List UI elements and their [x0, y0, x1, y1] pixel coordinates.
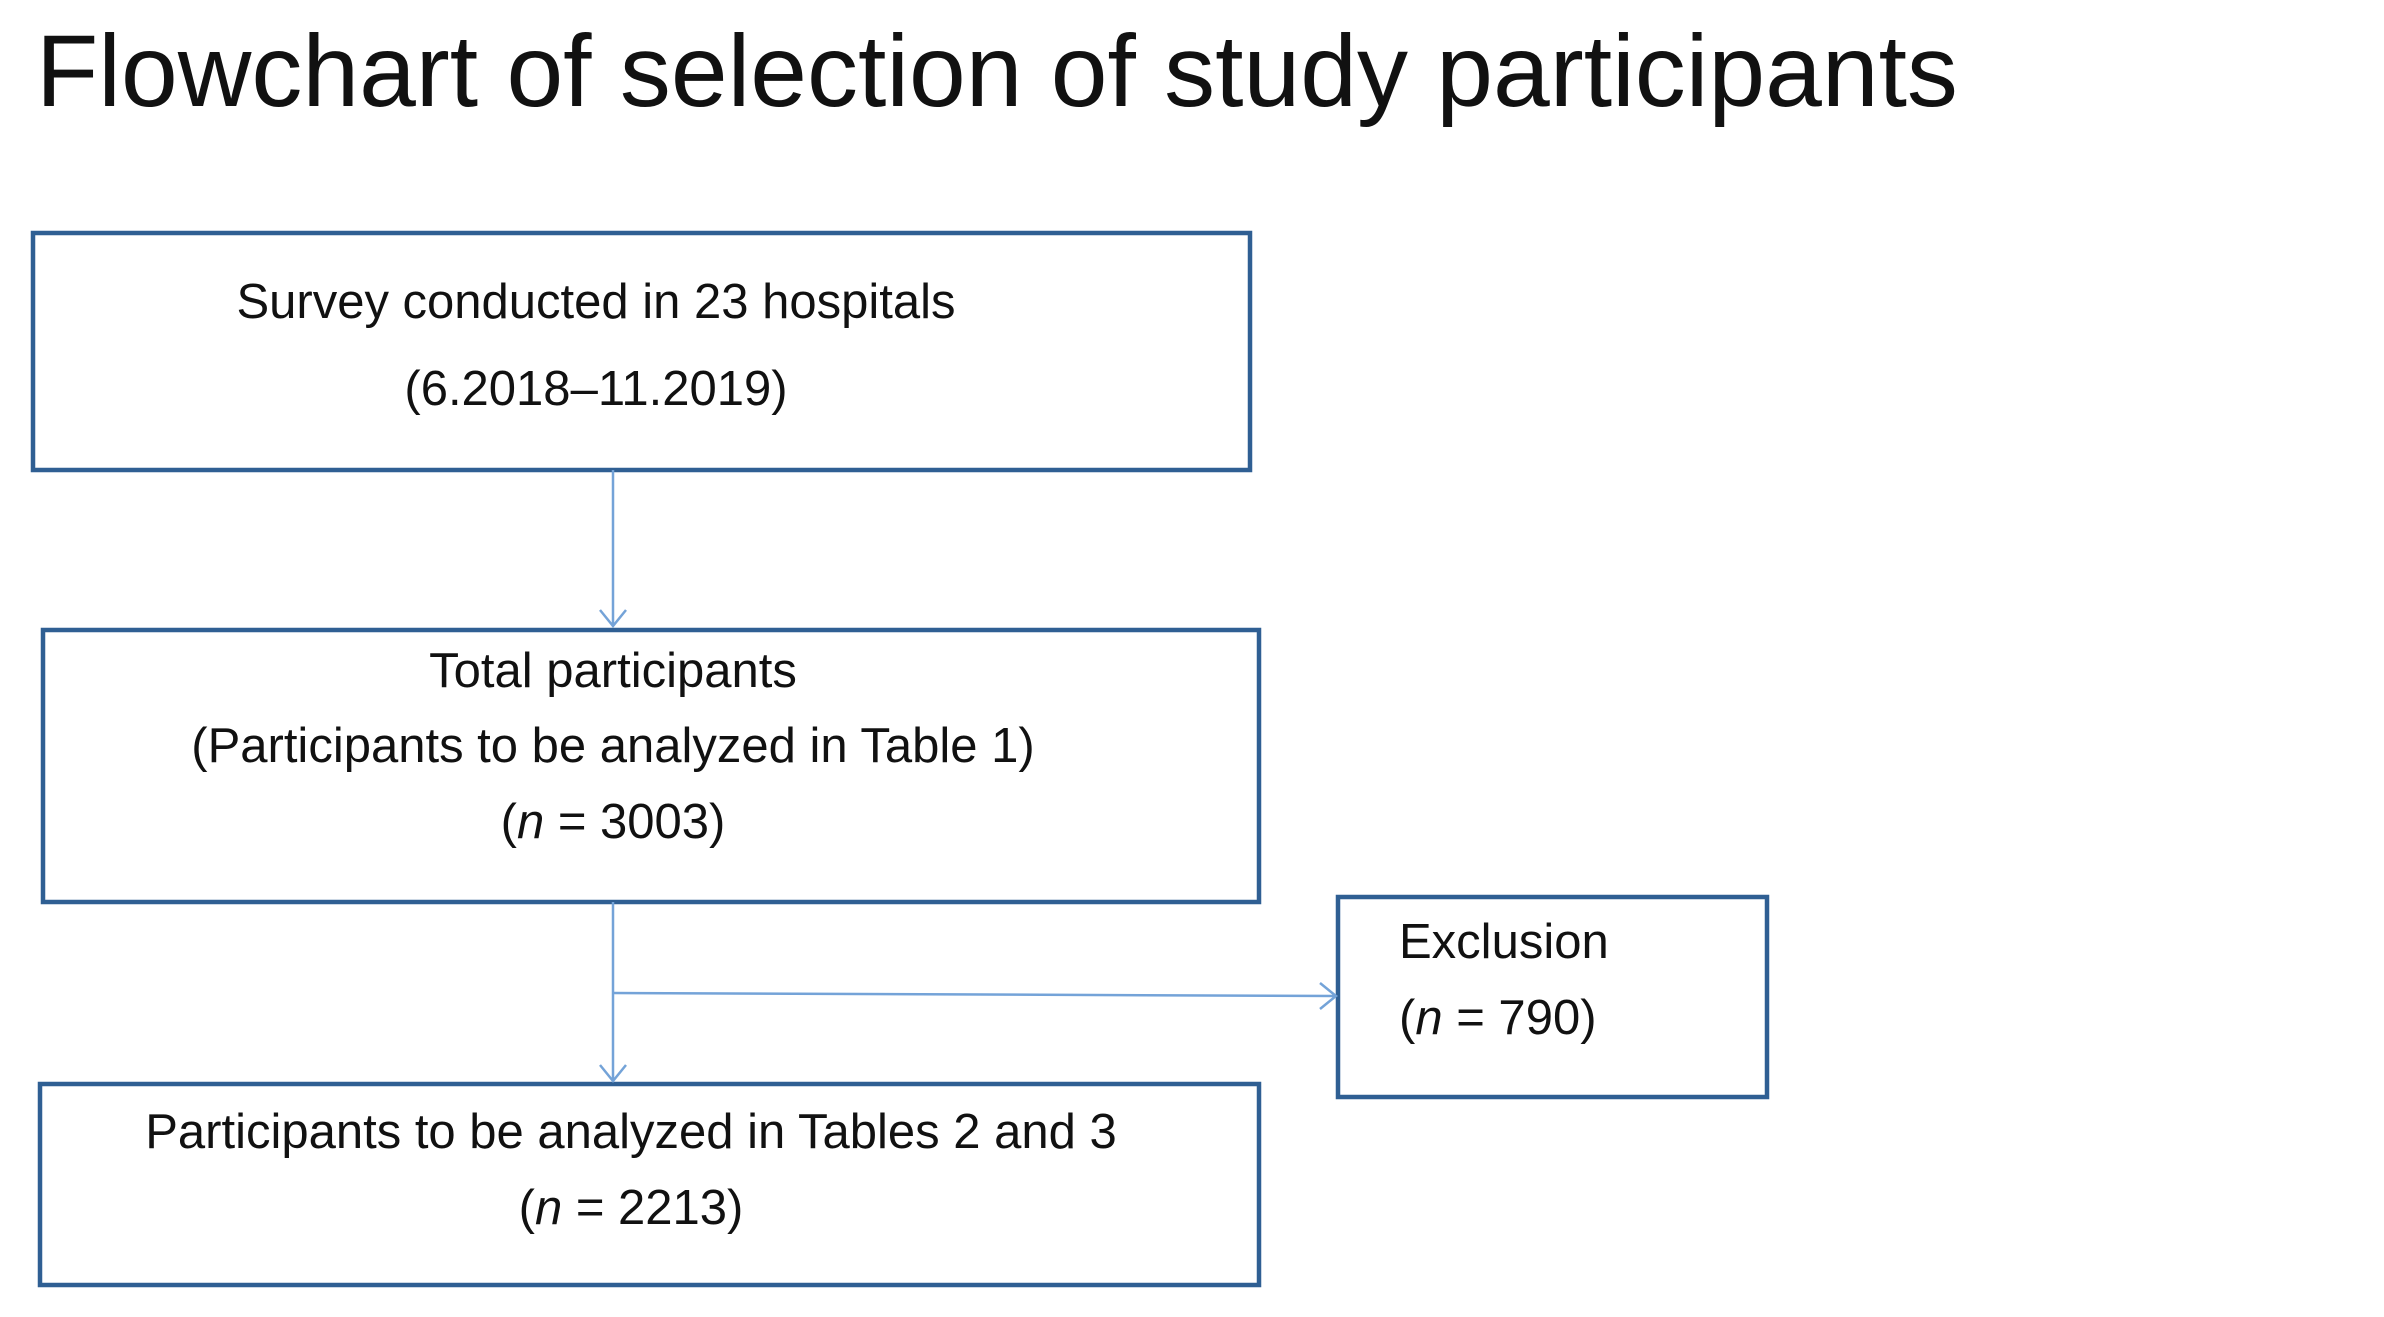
text-segment: (6.2018–11.2019)	[404, 362, 787, 416]
node-line: (Participants to be analyzed in Table 1)	[191, 719, 1034, 773]
text-segment: n	[535, 1181, 562, 1235]
arrow	[599, 902, 627, 1083]
node-box	[37, 1081, 1262, 1288]
text-segment: Participants to be analyzed in Tables 2 …	[145, 1105, 1117, 1159]
node-box	[1335, 894, 1770, 1100]
node-line: Exclusion	[1399, 915, 1609, 969]
text-segment: (	[519, 1181, 536, 1235]
node-line: (n = 2213)	[519, 1181, 744, 1235]
title: Flowchart of selection of study particip…	[36, 14, 1958, 128]
text-segment: (Participants to be analyzed in Table 1)	[191, 719, 1034, 773]
arrow	[599, 470, 627, 628]
node-line: Survey conducted in 23 hospitals	[236, 275, 955, 329]
node-labels: Survey conducted in 23 hospitals (6.2018–…	[145, 275, 1609, 1235]
text-segment: Exclusion	[1399, 915, 1609, 969]
text-segment: n	[517, 795, 544, 849]
text-segment: Total participants	[429, 644, 797, 698]
text-segment: n	[1415, 991, 1442, 1045]
node-box	[30, 230, 1253, 473]
text-segment: (	[501, 795, 518, 849]
text-segment: = 2213)	[562, 1181, 743, 1235]
text-segment: Survey conducted in 23 hospitals	[236, 275, 955, 329]
node-line: (6.2018–11.2019)	[404, 362, 787, 416]
node-box	[40, 627, 1262, 905]
text-segment: (	[1399, 991, 1416, 1045]
node-line: (n = 790)	[1399, 991, 1597, 1045]
node-line: (n = 3003)	[501, 795, 726, 849]
text-segment: = 3003)	[544, 795, 725, 849]
node-line: Participants to be analyzed in Tables 2 …	[145, 1105, 1117, 1159]
node-line: Total participants	[429, 644, 797, 698]
arrow	[612, 982, 1338, 1010]
text-segment: = 790)	[1443, 991, 1597, 1045]
